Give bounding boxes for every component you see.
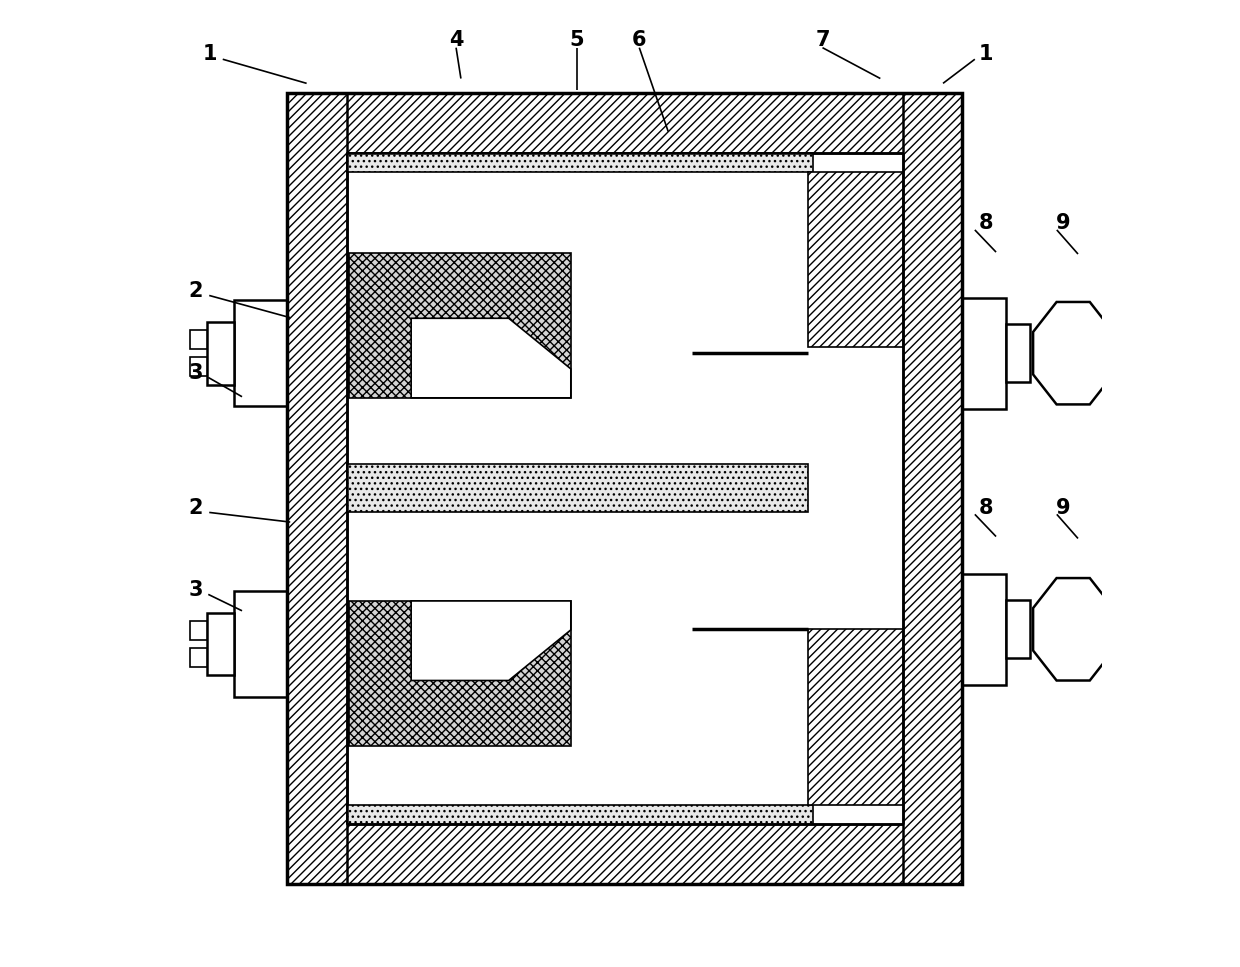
Bar	[1006, 324, 1029, 382]
Text: 2: 2	[188, 280, 203, 301]
Bar	[190, 357, 207, 376]
Bar	[288, 93, 347, 884]
Bar	[234, 591, 288, 697]
Text: 4: 4	[449, 30, 464, 50]
Bar	[347, 464, 808, 513]
Bar	[347, 153, 813, 172]
Bar	[962, 573, 1006, 685]
Bar	[234, 300, 288, 406]
Bar	[808, 172, 903, 347]
Bar	[347, 805, 813, 824]
Bar	[288, 824, 962, 884]
Polygon shape	[412, 318, 570, 397]
Text: 7: 7	[815, 30, 830, 50]
Text: 2: 2	[188, 498, 203, 517]
Text: 1: 1	[203, 44, 217, 65]
Bar	[1006, 601, 1029, 659]
Bar	[190, 330, 207, 349]
Polygon shape	[1033, 578, 1114, 681]
Bar	[1029, 573, 1116, 685]
Text: 6: 6	[632, 30, 646, 50]
Bar	[207, 612, 234, 675]
Polygon shape	[412, 601, 570, 681]
Bar	[1029, 298, 1116, 409]
Bar	[207, 322, 234, 385]
Bar	[808, 630, 903, 805]
Text: 3: 3	[188, 579, 203, 600]
Bar	[288, 93, 962, 884]
Polygon shape	[1033, 302, 1114, 404]
Bar	[190, 621, 207, 640]
Bar	[288, 93, 962, 153]
Text: 8: 8	[980, 498, 993, 517]
Text: 5: 5	[569, 30, 584, 50]
Text: 3: 3	[188, 363, 203, 383]
Text: 1: 1	[980, 44, 993, 65]
Text: 9: 9	[1056, 498, 1071, 517]
Bar	[348, 253, 570, 397]
Bar	[962, 298, 1006, 409]
Text: 9: 9	[1056, 213, 1071, 233]
Bar	[903, 93, 962, 884]
Bar	[190, 648, 207, 667]
Bar	[348, 601, 570, 746]
Text: 8: 8	[980, 213, 993, 233]
Bar	[347, 153, 903, 824]
